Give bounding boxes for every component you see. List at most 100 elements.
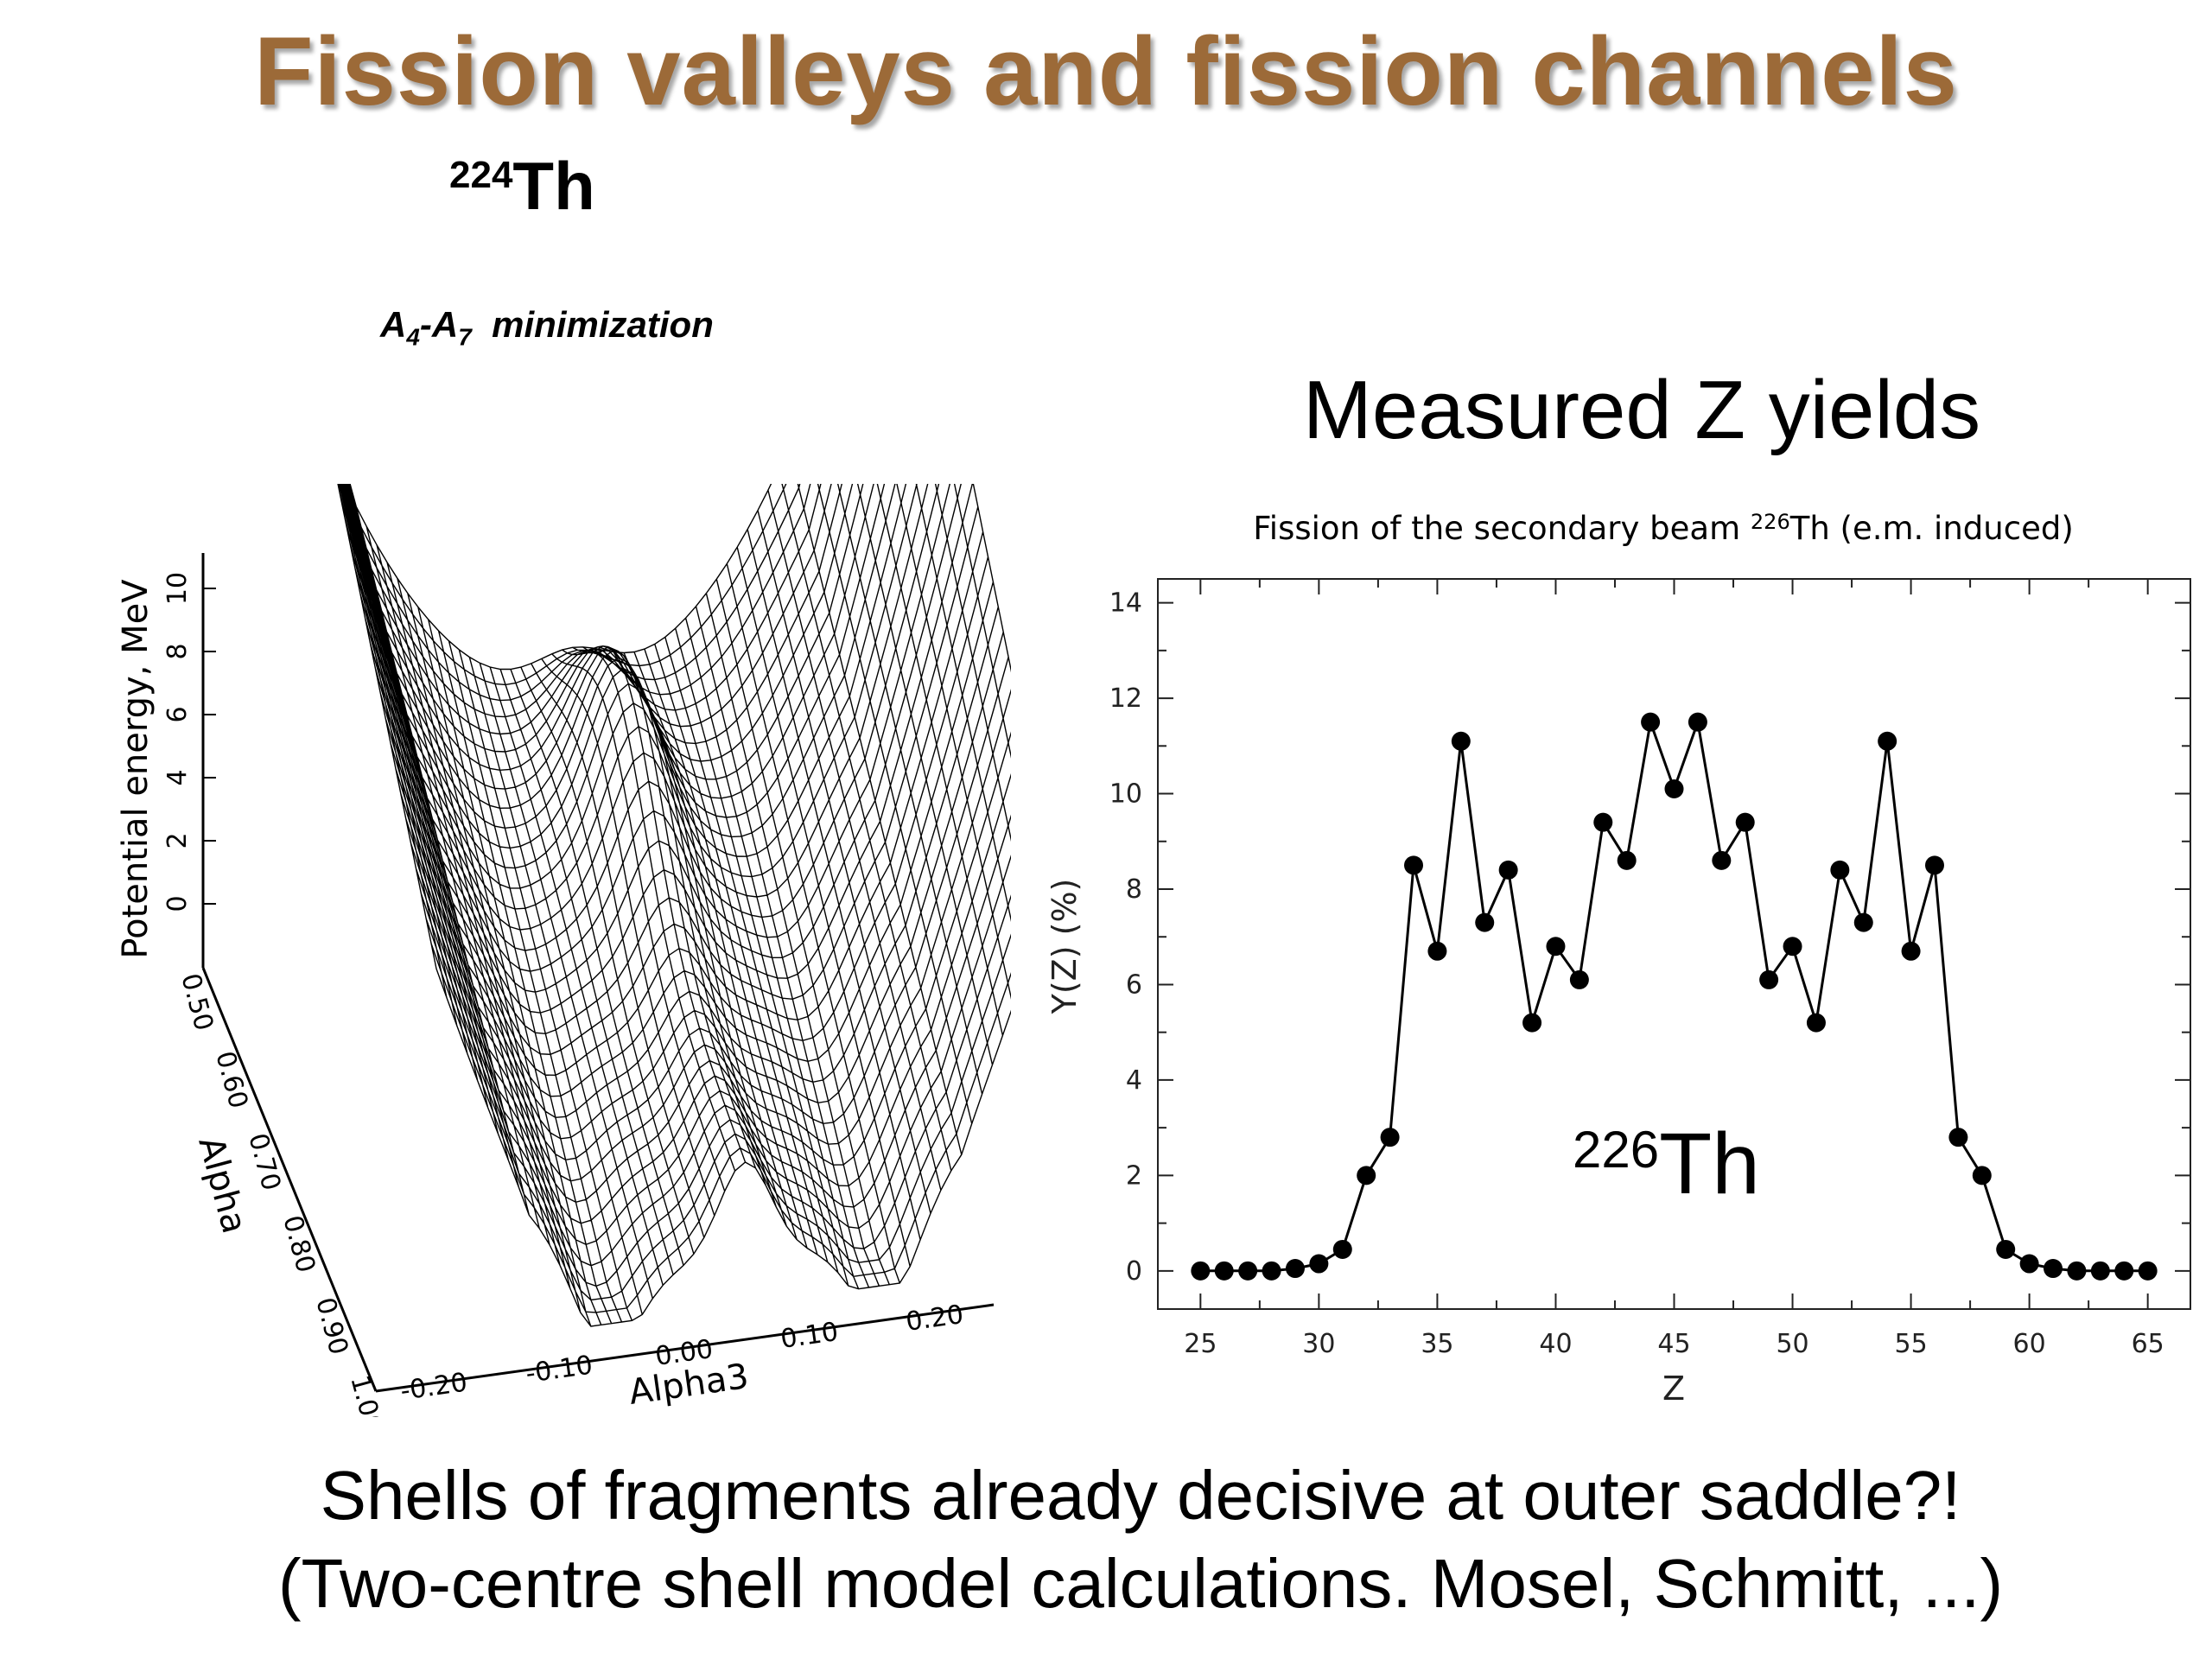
alpha-tick-070: 0.70 <box>242 1130 286 1194</box>
data-point <box>1878 731 1897 751</box>
z-tick-0: 0 <box>162 895 193 912</box>
z-tick-8: 8 <box>162 643 193 659</box>
alpha-tick-080: 0.80 <box>276 1212 321 1276</box>
data-point <box>2138 1261 2158 1281</box>
data-point <box>2090 1261 2110 1281</box>
alpha-tick-050: 0.50 <box>175 970 219 1034</box>
minimization-a-sub: 4 <box>406 323 420 351</box>
chart-title: Fission of the secondary beam 226Th (e.m… <box>1149 510 2177 547</box>
x-tick-label: 45 <box>1657 1329 1690 1359</box>
data-point <box>1404 855 1424 875</box>
data-point <box>1214 1261 1234 1281</box>
data-point <box>1546 937 1566 957</box>
data-point <box>1735 812 1755 832</box>
chart-title-mass: 226 <box>1750 510 1790 534</box>
y-tick-label: 8 <box>1126 874 1142 905</box>
data-point <box>1972 1166 1992 1185</box>
data-point <box>1357 1166 1376 1185</box>
z-tick-6: 6 <box>162 706 193 722</box>
y-tick-label: 14 <box>1109 588 1142 619</box>
data-point <box>1664 779 1684 799</box>
chart-title-prefix: Fission of the secondary beam <box>1253 510 1751 547</box>
inplot-symbol: Th <box>1659 1116 1760 1212</box>
minimization-text: minimization <box>492 304 714 345</box>
z-tick-4: 4 <box>162 769 193 785</box>
alpha3-axis-ticks: -0.20 -0.10 0.00 0.10 0.20 Alpha3 <box>398 1300 965 1413</box>
alpha-axis-label: Alpha <box>190 1133 254 1238</box>
caption-line-2: (Two-centre shell model calculations. Mo… <box>277 1545 2004 1622</box>
data-point <box>2067 1261 2087 1281</box>
z-yield-chart: 0 2 4 6 8 10 12 14 25 30 35 40 45 50 55 60 65 Z Y(Z) (%… <box>1046 578 2191 1408</box>
x-tick-label: 50 <box>1776 1329 1808 1359</box>
y-tick-label: 2 <box>1126 1160 1142 1191</box>
data-point <box>1285 1259 1305 1279</box>
alpha-tick-090: 0.90 <box>309 1294 353 1358</box>
data-point <box>1830 860 1850 880</box>
chart-title-suffix: Th (e.m. induced) <box>1789 510 2074 547</box>
x-axis-label: Z <box>1662 1370 1685 1408</box>
potential-energy-surface: 0 2 4 6 8 10 Potential energy, MeV 0.50 … <box>116 484 1011 1417</box>
alpha-axis-ticks: 0.50 0.60 0.70 0.80 0.90 1.00 Alpha <box>175 970 388 1417</box>
data-point <box>1617 850 1637 870</box>
wireframe-lines <box>337 484 1011 1327</box>
y-axis-label: Y(Z) (%) <box>1046 879 1084 1015</box>
data-point <box>1191 1261 1211 1281</box>
data-point <box>1332 1239 1352 1259</box>
y-tick-label: 4 <box>1126 1065 1142 1096</box>
x-tick-label: 60 <box>2013 1329 2046 1359</box>
data-point <box>1996 1239 2016 1259</box>
alpha3-axis-label: Alpha3 <box>626 1357 751 1413</box>
data-point <box>2114 1261 2134 1281</box>
surface-mesh <box>337 484 1011 1327</box>
data-point <box>1593 812 1613 832</box>
data-point <box>1380 1128 1400 1147</box>
data-points <box>1191 712 2158 1281</box>
y-tick-label: 0 <box>1126 1256 1142 1287</box>
data-point <box>1688 712 1707 732</box>
alpha-tick-060: 0.60 <box>209 1048 253 1112</box>
caption: Shells of fragments already decisive at … <box>0 1452 2212 1628</box>
data-point <box>1522 1013 1542 1033</box>
x-tick-label: 55 <box>1894 1329 1927 1359</box>
data-point <box>2044 1259 2063 1279</box>
data-point <box>1783 937 1802 957</box>
alpha3-tick-m020: -0.20 <box>398 1367 469 1406</box>
x-tick-label: 25 <box>1184 1329 1217 1359</box>
minimization-a: A <box>380 304 407 345</box>
alpha3-tick-020: 0.20 <box>904 1300 965 1338</box>
nucleus-mass: 224 <box>449 154 513 196</box>
data-point <box>1262 1261 1281 1281</box>
inplot-mass: 226 <box>1573 1121 1660 1179</box>
data-point <box>1641 712 1661 732</box>
y-tick-label: 12 <box>1109 683 1142 714</box>
data-point <box>2019 1254 2039 1274</box>
inplot-nucleus-label: 226Th <box>1573 1115 1760 1214</box>
x-tick-label: 30 <box>1302 1329 1335 1359</box>
data-point <box>1759 969 1779 989</box>
data-point <box>1924 855 1944 875</box>
nucleus-label: 224Th <box>449 147 595 226</box>
minimization-b-sub: 7 <box>458 323 472 351</box>
nucleus-symbol: Th <box>512 148 595 224</box>
alpha3-tick-m010: -0.10 <box>524 1350 594 1389</box>
z-axis-label: Potential energy, MeV <box>116 579 156 959</box>
x-tick-label: 40 <box>1539 1329 1572 1359</box>
data-point <box>1475 912 1495 932</box>
data-point <box>1451 731 1471 751</box>
x-axis-ticks: 25 30 35 40 45 50 55 60 65 <box>1184 579 2164 1359</box>
data-point <box>1901 941 1921 961</box>
x-tick-label: 35 <box>1421 1329 1453 1359</box>
alpha3-tick-010: 0.10 <box>779 1317 840 1355</box>
surface-axes: 0 2 4 6 8 10 Potential energy, MeV 0.50 … <box>116 553 995 1417</box>
y-tick-label: 6 <box>1126 969 1142 1000</box>
z-axis-ticks: 0 2 4 6 8 10 Potential energy, MeV <box>116 572 216 959</box>
slide-title: Fission valleys and fission channels <box>254 17 1958 125</box>
caption-line-1: Shells of fragments already decisive at … <box>320 1457 1961 1534</box>
y-tick-label: 10 <box>1109 779 1142 810</box>
data-point <box>1427 941 1447 961</box>
minimization-label: A4-A7 minimization <box>380 304 714 351</box>
data-point <box>1498 860 1518 880</box>
data-point <box>1806 1013 1826 1033</box>
z-tick-2: 2 <box>162 832 193 849</box>
alpha-tick-100: 1.00 <box>344 1372 388 1417</box>
